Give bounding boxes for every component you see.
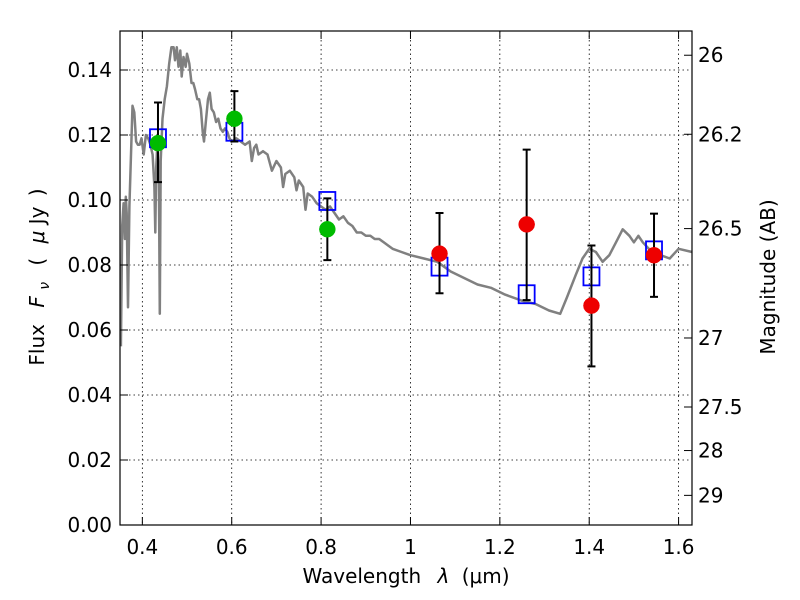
model-spectrum-line	[119, 46, 693, 347]
y-axis-label-unit-rest: Jy	[25, 206, 49, 226]
observed-point	[319, 221, 336, 238]
model-photometry-layer	[149, 121, 663, 305]
y-axis-label-unit-mu: μ	[25, 231, 49, 245]
y-axis-label-symbol-sub: ν	[37, 282, 53, 290]
observed-point	[518, 216, 535, 233]
observed-point	[431, 245, 448, 262]
x-axis-label-symbol: λ	[437, 564, 450, 588]
x-tick-label: 1.6	[663, 535, 695, 559]
y2-tick-label: 26	[698, 43, 723, 67]
y2-tick-label: 26.5	[698, 217, 743, 241]
y-axis-label-unit-open: (	[25, 258, 49, 266]
y-tick-label: 0.10	[67, 188, 112, 212]
observed-point	[645, 247, 663, 264]
y-tick-label: 0.12	[67, 123, 112, 147]
observed-point	[583, 297, 600, 314]
y-tick-label: 0.08	[67, 253, 112, 277]
x-axis-label-prefix: Wavelength	[302, 564, 421, 588]
x-tick-label: 0.6	[216, 535, 248, 559]
y-tick-label: 0.04	[67, 383, 112, 407]
y-axis-label: Flux F ν ( μ Jy )	[25, 188, 54, 365]
y-axis-label-symbol: F	[25, 296, 49, 308]
y-axis-label-unit-close: )	[25, 188, 49, 196]
observed-points-layer	[149, 90, 663, 368]
x-tick-label: 1.4	[573, 535, 605, 559]
grid	[120, 31, 692, 525]
observed-point	[226, 110, 243, 127]
y2-tick-label: 27	[698, 326, 723, 350]
model-spectrum-layer	[119, 46, 693, 347]
y2-tick-label: 26.2	[698, 122, 743, 146]
y-tick-label: 0.14	[67, 58, 112, 82]
x-tick-label: 0.8	[305, 535, 337, 559]
plot-frame	[119, 30, 693, 526]
x-axis-label: Wavelength λ (μm)	[302, 564, 509, 588]
y-axis-label-prefix: Flux	[25, 324, 49, 366]
y2-tick-label: 29	[698, 483, 723, 507]
y-tick-label: 0.06	[67, 318, 112, 342]
ticks: 0.4 0.6 0.8 1 1.2 1.4 1.6 0.00 0.02 0.04 0.06 0.08 0…	[67, 31, 743, 559]
y-tick-label: 0.00	[67, 513, 112, 537]
y2-tick-label: 27.5	[698, 395, 743, 419]
y-tick-label: 0.02	[67, 448, 112, 472]
x-tick-label: 1.2	[484, 535, 516, 559]
y2-axis-label: Magnitude (AB)	[756, 199, 780, 354]
x-tick-label: 1	[404, 535, 417, 559]
observed-point	[149, 134, 167, 152]
x-axis-label-unit: (μm)	[462, 564, 510, 588]
x-tick-label: 0.4	[126, 535, 158, 559]
y2-tick-label: 28	[698, 439, 723, 463]
